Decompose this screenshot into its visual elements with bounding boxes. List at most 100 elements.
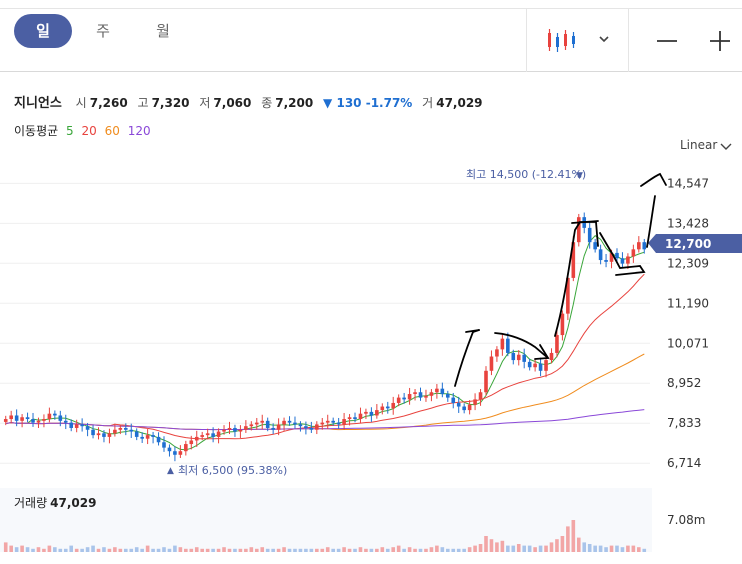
low-marker: ▲ [167, 466, 174, 476]
candle-body [396, 397, 401, 403]
candle-body [342, 419, 346, 425]
ma-20[interactable]: 20 [81, 124, 97, 138]
candle-body [604, 260, 608, 262]
candle-body [522, 354, 527, 362]
volume-bar [42, 548, 46, 552]
volume-bar [462, 548, 466, 552]
candle-body [129, 429, 134, 432]
volume-bar [331, 548, 335, 552]
chevron-down-icon[interactable] [599, 36, 609, 43]
volume-bar [489, 539, 494, 552]
ma-120[interactable]: 120 [127, 124, 151, 138]
candle-body [134, 431, 139, 437]
volume-bar [500, 540, 505, 552]
volume-bar [227, 548, 232, 552]
volume-bar [14, 547, 19, 552]
volume-bar [20, 545, 24, 552]
ma-5-line [5, 235, 645, 451]
volume-bar [9, 545, 13, 552]
volume-bar [233, 548, 237, 552]
volume-bar [429, 547, 434, 552]
volume-panel-value: 47,029 [50, 496, 97, 510]
volume-bar [156, 548, 161, 552]
volume-bar [631, 545, 636, 552]
volume-bar [587, 544, 592, 552]
high-value: 7,320 [151, 96, 190, 110]
scale-chevron-icon[interactable] [720, 143, 732, 150]
svg-text:12,700: 12,700 [665, 237, 711, 251]
candle-body [304, 426, 308, 428]
close-label: 종 [261, 96, 273, 110]
candle-body [511, 352, 516, 361]
ma-5[interactable]: 5 [66, 124, 74, 138]
tab-monthly[interactable]: 월 [156, 22, 170, 40]
volume-bar [85, 547, 90, 552]
ma-label: 이동평균 [14, 124, 59, 138]
volume-bar [216, 548, 221, 552]
ma-60[interactable]: 60 [104, 124, 120, 138]
volume-bar [80, 548, 84, 552]
volume-bar [123, 548, 128, 552]
candle-body [162, 442, 166, 448]
candle-body [91, 429, 95, 436]
candle-body [20, 417, 24, 421]
y-tick-label: 8,952 [667, 376, 701, 390]
candle-body [156, 436, 161, 443]
candlestick-icon[interactable] [548, 29, 575, 52]
ma-20-line [5, 273, 645, 440]
candle-body [506, 338, 510, 353]
candle-body [96, 433, 101, 436]
low-label: 저 [199, 96, 211, 110]
candle-body [140, 436, 144, 439]
volume-bar [511, 545, 516, 552]
candle-body [233, 427, 237, 432]
y-tick-label: 13,428 [667, 216, 709, 230]
candle-body [626, 256, 630, 264]
tab-weekly[interactable]: 주 [96, 22, 110, 40]
volume-bar [445, 548, 450, 552]
scale-selector[interactable]: Linear [680, 138, 718, 152]
candle-body [25, 417, 30, 420]
volume-bar [424, 548, 428, 552]
volume-bar [222, 547, 226, 552]
high-annotation: 최고 14,500 (-12.41%) [466, 168, 586, 181]
plus-icon[interactable] [710, 31, 730, 51]
candle-body [31, 419, 35, 423]
volume-bar [189, 548, 194, 552]
volume-bar [36, 547, 41, 552]
candle-body [151, 435, 155, 437]
volume-bar [560, 536, 565, 552]
volume-bar [506, 545, 510, 552]
volume-bar [31, 548, 35, 552]
volume-bar [435, 545, 439, 552]
candle-body [173, 451, 177, 455]
candle-body [222, 429, 226, 432]
volume-bar [336, 548, 341, 552]
candle-body [194, 436, 199, 441]
candle-body [440, 388, 445, 395]
candle-body [58, 415, 63, 421]
volume-bar [74, 548, 79, 552]
candle-body [293, 422, 297, 425]
candle-body [178, 451, 183, 455]
volume-bar [293, 548, 297, 552]
y-tick-label: 12,309 [667, 256, 709, 270]
volume-bar [342, 547, 346, 552]
volume-bar [260, 547, 265, 552]
volume-bar [271, 548, 275, 552]
volume-bar [298, 548, 303, 552]
volume-bar [167, 548, 172, 552]
volume-bar [615, 545, 619, 552]
tab-daily[interactable]: 일 [14, 14, 72, 48]
volume-bar [598, 545, 603, 552]
volume-bar [134, 547, 139, 552]
y-tick-label: 10,071 [667, 336, 709, 350]
current-price-tag: 12,700 [648, 234, 742, 253]
candle-body [358, 413, 363, 420]
candle-body [325, 420, 330, 423]
candle-body [74, 424, 79, 428]
handwritten-annotation [454, 172, 667, 387]
candle-body [189, 440, 194, 445]
volume-bar [129, 548, 134, 552]
toolbar-divider [526, 8, 527, 72]
